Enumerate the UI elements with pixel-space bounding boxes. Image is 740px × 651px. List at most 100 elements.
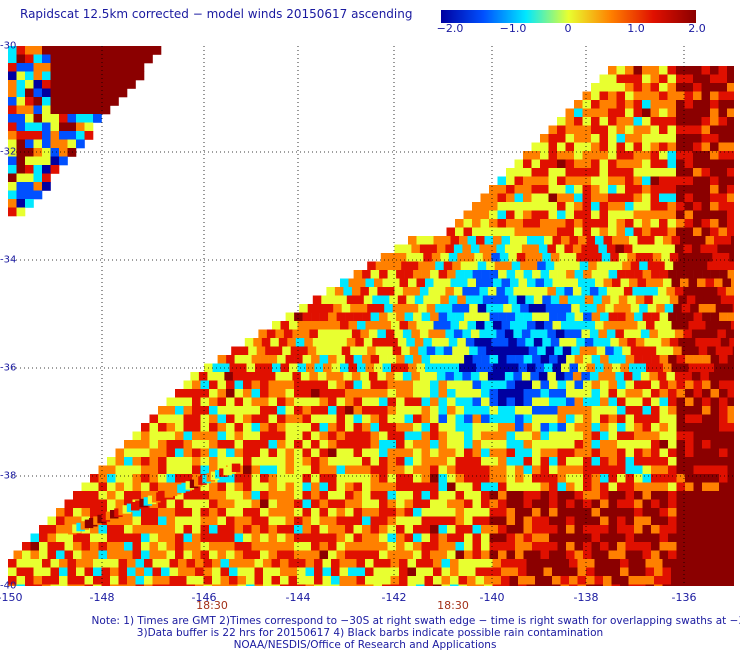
wind-cell — [459, 278, 468, 288]
wind-cell — [305, 576, 315, 585]
wind-cell — [226, 431, 235, 441]
wind-cell — [640, 244, 650, 254]
wind-cell — [642, 474, 652, 483]
wind-cell — [494, 346, 504, 356]
wind-cell — [474, 295, 484, 305]
wind-cell — [650, 74, 660, 84]
wind-cell — [348, 567, 357, 577]
wind-cell — [175, 448, 184, 458]
wind-cell — [693, 193, 702, 203]
wind-cell — [634, 525, 643, 534]
wind-cell — [462, 372, 472, 381]
wind-cell — [319, 474, 329, 483]
wind-cell — [423, 295, 433, 305]
wind-cell — [531, 227, 541, 237]
wind-cell — [718, 227, 728, 237]
wind-cell — [718, 83, 728, 92]
wind-cell — [566, 312, 575, 322]
wind-cell — [617, 423, 626, 432]
wind-cell — [633, 100, 643, 109]
wind-cell — [297, 363, 307, 373]
wind-cell — [16, 190, 26, 200]
wind-cell — [727, 499, 734, 509]
wind-cell — [591, 159, 600, 169]
wind-cell — [537, 346, 546, 356]
wind-cell — [339, 567, 349, 577]
wind-cell — [523, 542, 533, 551]
wind-cell — [650, 66, 660, 75]
wind-cell — [268, 508, 278, 517]
wind-cell — [166, 465, 176, 475]
wind-cell — [566, 440, 575, 449]
wind-cell — [377, 287, 387, 296]
wind-cell — [569, 576, 578, 585]
wind-cell — [118, 63, 128, 72]
wind-cell — [650, 91, 660, 101]
wind-cell — [413, 465, 422, 475]
wind-cell — [209, 457, 218, 466]
wind-cell — [178, 567, 187, 577]
wind-cell — [583, 474, 592, 483]
wind-cell — [397, 295, 407, 305]
wind-cell — [523, 431, 533, 441]
wind-cell — [277, 440, 286, 449]
wind-cell — [430, 380, 439, 390]
wind-cell — [220, 584, 230, 586]
wind-cell — [183, 525, 193, 534]
wind-cell — [452, 261, 461, 271]
wind-cell — [562, 346, 572, 356]
wind-cell — [717, 372, 727, 381]
wind-cell — [59, 567, 68, 577]
wind-cell — [583, 465, 592, 475]
wind-cell — [566, 431, 575, 441]
wind-cell — [514, 168, 524, 177]
wind-cell — [423, 253, 433, 262]
wind-cell — [515, 423, 524, 432]
wind-cell — [175, 525, 184, 534]
wind-cell — [226, 440, 235, 449]
wind-cell — [399, 363, 409, 373]
wind-cell — [557, 465, 567, 475]
wind-cell — [625, 482, 635, 492]
wind-cell — [600, 482, 609, 492]
wind-cell — [701, 83, 711, 92]
wind-cell — [285, 542, 295, 551]
wind-cell — [394, 372, 404, 381]
wind-cell — [209, 491, 218, 500]
wind-cell — [668, 465, 677, 475]
wind-cell — [98, 474, 108, 483]
wind-cell — [727, 397, 734, 407]
wind-cell — [200, 414, 210, 424]
wind-cell — [719, 508, 728, 517]
wind-cell — [447, 491, 456, 500]
wind-cell — [101, 88, 111, 98]
wind-cell — [421, 516, 431, 526]
wind-cell — [110, 584, 119, 586]
wind-cell — [447, 482, 456, 492]
wind-cell — [472, 440, 482, 449]
wind-cell — [144, 576, 153, 585]
wind-cell — [357, 363, 366, 373]
wind-cell — [668, 380, 677, 390]
wind-cell — [132, 448, 142, 458]
wind-cell — [693, 117, 702, 126]
wind-cell — [399, 559, 408, 568]
wind-cell — [192, 491, 201, 500]
wind-cell — [455, 219, 464, 228]
wind-cell — [76, 63, 85, 72]
wind-cell — [668, 406, 677, 415]
wind-cell — [547, 244, 557, 254]
wind-cell — [353, 440, 363, 449]
wind-cell — [548, 125, 558, 135]
wind-cell — [141, 431, 150, 441]
wind-cell — [606, 372, 616, 381]
wind-cell — [508, 295, 518, 305]
wind-cell — [336, 542, 346, 551]
wind-cell — [559, 295, 569, 305]
wind-cell — [544, 278, 553, 288]
wind-cell — [617, 312, 626, 322]
wind-cell — [526, 567, 536, 577]
wind-cell — [702, 525, 711, 534]
wind-cell — [404, 525, 414, 534]
wind-cell — [582, 219, 592, 228]
